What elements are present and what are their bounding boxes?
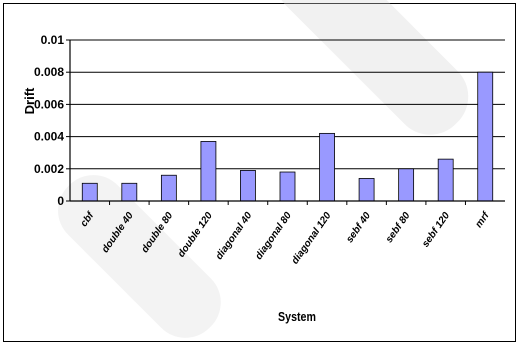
x-tick-label: diagonal 40 [214, 210, 255, 262]
axes [66, 39, 505, 205]
y-tick-label: 0 [57, 194, 64, 208]
bar [81, 182, 98, 202]
x-tick-label: sebf 80 [384, 210, 413, 245]
bar [358, 178, 375, 202]
bar [279, 171, 296, 202]
bar [437, 158, 454, 202]
chart-frame [3, 3, 516, 342]
y-tick-label: 0.01 [41, 33, 65, 47]
x-axis-title: System [278, 309, 316, 324]
y-tick-label: 0.008 [34, 65, 64, 79]
y-axis-title: Drift [22, 87, 37, 114]
gridlines [70, 39, 505, 170]
x-tick-label: double 40 [100, 210, 136, 255]
x-tick-label: sebf 120 [420, 210, 452, 249]
x-tick-label: sebf 40 [344, 210, 373, 245]
y-tick-label: 0.004 [34, 130, 64, 144]
bar [398, 168, 415, 202]
bar [319, 132, 335, 202]
x-tick-label: double 120 [176, 210, 215, 259]
y-tick-label: 0.002 [34, 162, 64, 176]
bar [200, 141, 217, 202]
x-tick-label: double 80 [140, 210, 176, 255]
x-tick-label: mrf [473, 209, 492, 230]
x-tick-label: diagonal 80 [253, 210, 294, 262]
y-tick-label: 0.006 [34, 97, 64, 111]
bar [477, 71, 494, 202]
bar [121, 182, 138, 202]
bar [240, 170, 256, 202]
x-tick-labels: cbf double 40 double 80 double 120diagonal … [79, 209, 493, 266]
y-tick-labels: 0 0.002 0.004 0.006 0.008 0.01 [34, 33, 64, 208]
x-tick-label: diagonal 120 [290, 210, 334, 266]
x-tick-label: cbf [79, 209, 98, 229]
bar [160, 174, 177, 202]
